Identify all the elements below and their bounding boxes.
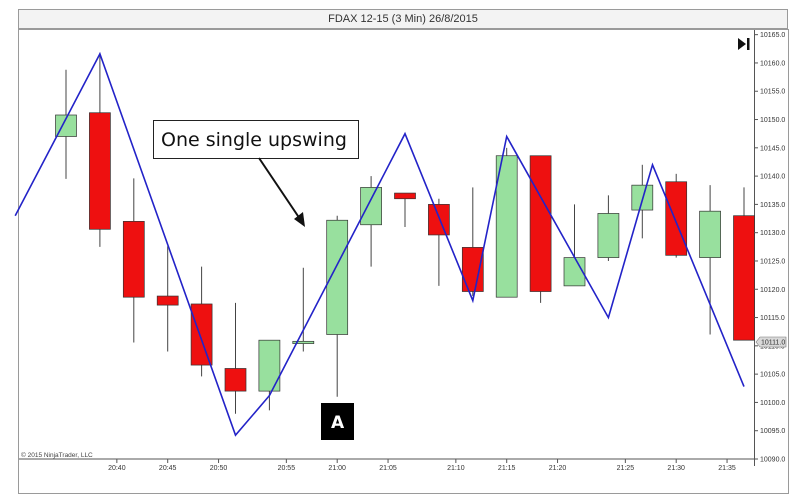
candle-body-down bbox=[529, 155, 552, 292]
price-tick-label: 10130.0 bbox=[760, 230, 785, 237]
time-tick-label: 21:35 bbox=[718, 465, 736, 472]
marker-a-text: A bbox=[331, 413, 345, 433]
candle-body-down bbox=[428, 204, 450, 236]
callout-arrow-head bbox=[294, 212, 305, 227]
time-tick-label: 20:40 bbox=[108, 465, 126, 472]
price-tick-label: 10145.0 bbox=[760, 145, 785, 152]
copyright-notice: © 2015 NinjaTrader, LLC bbox=[21, 451, 93, 459]
callout-text: One single upswing bbox=[161, 129, 347, 151]
price-tick-label: 10090.0 bbox=[760, 457, 785, 464]
time-tick-label: 21:15 bbox=[498, 465, 516, 472]
time-tick-label: 21:10 bbox=[447, 465, 465, 472]
candle-body-down bbox=[733, 215, 755, 341]
swing-indicator bbox=[14, 51, 745, 437]
candle-body-up bbox=[597, 213, 620, 258]
candle-body-down bbox=[665, 181, 688, 256]
skip-to-end-icon[interactable] bbox=[738, 38, 750, 50]
candle-body-up bbox=[258, 339, 281, 392]
price-tick-label: 10155.0 bbox=[760, 89, 785, 96]
price-tick-label: 10150.0 bbox=[760, 117, 785, 124]
candle-body-down bbox=[89, 112, 111, 230]
time-tick-label: 20:55 bbox=[278, 465, 296, 472]
price-marker-shape bbox=[755, 336, 787, 348]
price-tick-label: 10115.0 bbox=[760, 315, 785, 322]
marker-a-box bbox=[321, 403, 354, 440]
price-tick-label: 10160.0 bbox=[760, 60, 785, 67]
price-axis: 10165.0 10160.0 10155.0 10150.0 10145.0 10140… bbox=[754, 32, 785, 464]
callout-box bbox=[153, 120, 359, 159]
time-tick-label: 20:50 bbox=[210, 465, 228, 472]
outer-frame bbox=[18, 29, 789, 494]
time-tick-label: 21:30 bbox=[667, 465, 685, 472]
candle-body-down bbox=[461, 247, 484, 292]
price-tick-label: 10165.0 bbox=[760, 32, 785, 39]
marker-a: A bbox=[321, 403, 354, 440]
candle-body-up bbox=[699, 210, 721, 258]
candle-body-up bbox=[292, 340, 315, 344]
price-tick-label: 10095.0 bbox=[760, 428, 785, 435]
time-tick-label: 20:45 bbox=[159, 465, 177, 472]
skip-to-end-bar bbox=[747, 38, 750, 50]
current-price-marker: 10111.0 bbox=[755, 336, 787, 348]
price-tick-label: 10135.0 bbox=[760, 202, 785, 209]
upswing-callout: One single upswing bbox=[153, 120, 359, 227]
skip-to-end-triangle bbox=[738, 38, 746, 50]
time-tick-label: 21:20 bbox=[549, 465, 567, 472]
candle-body-up bbox=[360, 187, 382, 226]
candle-body-up bbox=[55, 114, 77, 137]
candle-body-down bbox=[190, 303, 213, 366]
time-tick-label: 21:05 bbox=[379, 465, 397, 472]
price-tick-label: 10100.0 bbox=[760, 400, 785, 407]
time-tick-label: 21:00 bbox=[328, 465, 346, 472]
callout-arrow-line bbox=[258, 157, 303, 223]
candle-body-down bbox=[156, 295, 179, 306]
price-tick-label: 10140.0 bbox=[760, 174, 785, 181]
swing-line bbox=[14, 51, 745, 437]
price-marker-label: 10111.0 bbox=[761, 340, 785, 347]
price-tick-label: 10105.0 bbox=[760, 372, 785, 379]
candle-body-up bbox=[495, 155, 518, 298]
candle-body-up bbox=[326, 219, 349, 335]
candle-body-down bbox=[122, 221, 145, 298]
time-tick-label: 21:25 bbox=[617, 465, 635, 472]
price-tick-label: 10125.0 bbox=[760, 258, 785, 265]
chart-title-bar: FDAX 12-15 (3 Min) 26/8/2015 bbox=[18, 9, 788, 29]
candle-body-down bbox=[224, 368, 247, 392]
candle-body-down bbox=[394, 192, 416, 200]
time-axis: 20:40 20:45 20:50 20:55 21:00 21:05 21:10 21:15… bbox=[108, 459, 736, 472]
price-tick-label: 10120.0 bbox=[760, 287, 785, 294]
